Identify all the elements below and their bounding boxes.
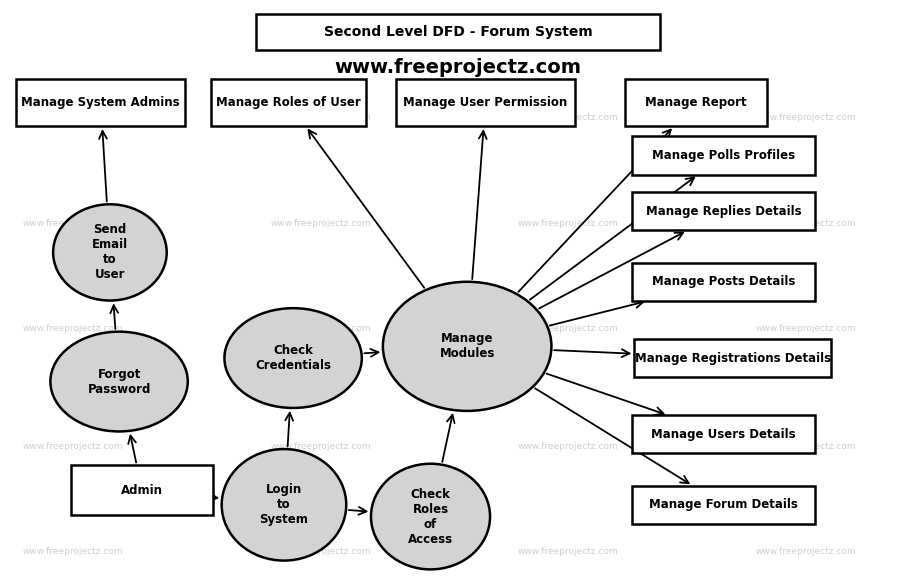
Text: www.freeprojectz.com: www.freeprojectz.com [518,113,618,122]
Text: Send
Email
to
User: Send Email to User [92,224,128,281]
Text: Manage Replies Details: Manage Replies Details [646,205,802,218]
FancyBboxPatch shape [634,339,832,377]
Text: Manage Report: Manage Report [646,96,747,109]
Ellipse shape [222,449,346,561]
FancyBboxPatch shape [632,192,815,230]
FancyBboxPatch shape [256,14,660,50]
Text: www.freeprojectz.com: www.freeprojectz.com [270,324,371,333]
FancyBboxPatch shape [632,263,815,301]
Text: Check
Credentials: Check Credentials [256,344,331,372]
Text: Login
to
System: Login to System [259,483,309,527]
Text: Manage System Admins: Manage System Admins [21,96,180,109]
Text: www.freeprojectz.com: www.freeprojectz.com [270,441,371,451]
Text: www.freeprojectz.com: www.freeprojectz.com [756,113,856,122]
FancyBboxPatch shape [632,486,815,524]
Text: www.freeprojectz.com: www.freeprojectz.com [270,113,371,122]
Text: Manage Polls Profiles: Manage Polls Profiles [652,149,795,162]
FancyBboxPatch shape [632,416,815,453]
Text: Manage Registrations Details: Manage Registrations Details [635,352,831,365]
Ellipse shape [383,282,551,411]
Text: www.freeprojectz.com: www.freeprojectz.com [23,441,124,451]
Ellipse shape [224,308,362,408]
Text: www.freeprojectz.com: www.freeprojectz.com [756,218,856,228]
Text: Manage User Permission: Manage User Permission [403,96,568,109]
Text: www.freeprojectz.com: www.freeprojectz.com [518,547,618,556]
Text: www.freeprojectz.com: www.freeprojectz.com [756,324,856,333]
FancyBboxPatch shape [211,79,366,126]
Ellipse shape [50,332,188,431]
Text: Check
Roles
of
Access: Check Roles of Access [408,488,453,545]
FancyBboxPatch shape [625,79,767,126]
Ellipse shape [371,464,490,569]
Text: Manage Forum Details: Manage Forum Details [649,498,798,511]
FancyBboxPatch shape [16,79,185,126]
Text: www.freeprojectz.com: www.freeprojectz.com [518,218,618,228]
Text: Manage
Modules: Manage Modules [440,332,495,360]
Ellipse shape [53,204,167,301]
Text: Manage Roles of User: Manage Roles of User [216,96,361,109]
FancyBboxPatch shape [396,79,575,126]
Text: www.freeprojectz.com: www.freeprojectz.com [518,324,618,333]
Text: Manage Posts Details: Manage Posts Details [652,275,795,288]
Text: www.freeprojectz.com: www.freeprojectz.com [756,441,856,451]
Text: www.freeprojectz.com: www.freeprojectz.com [23,113,124,122]
Text: www.freeprojectz.com: www.freeprojectz.com [270,218,371,228]
Text: www.freeprojectz.com: www.freeprojectz.com [23,218,124,228]
Text: www.freeprojectz.com: www.freeprojectz.com [518,441,618,451]
Text: www.freeprojectz.com: www.freeprojectz.com [270,547,371,556]
Text: Manage Users Details: Manage Users Details [651,428,796,441]
Text: www.freeprojectz.com: www.freeprojectz.com [334,58,582,77]
Text: Forgot
Password: Forgot Password [87,367,151,396]
FancyBboxPatch shape [632,136,815,175]
FancyBboxPatch shape [71,465,213,515]
Text: www.freeprojectz.com: www.freeprojectz.com [23,547,124,556]
Text: Admin: Admin [121,484,163,497]
Text: www.freeprojectz.com: www.freeprojectz.com [756,547,856,556]
Text: Second Level DFD - Forum System: Second Level DFD - Forum System [323,25,593,39]
Text: www.freeprojectz.com: www.freeprojectz.com [23,324,124,333]
